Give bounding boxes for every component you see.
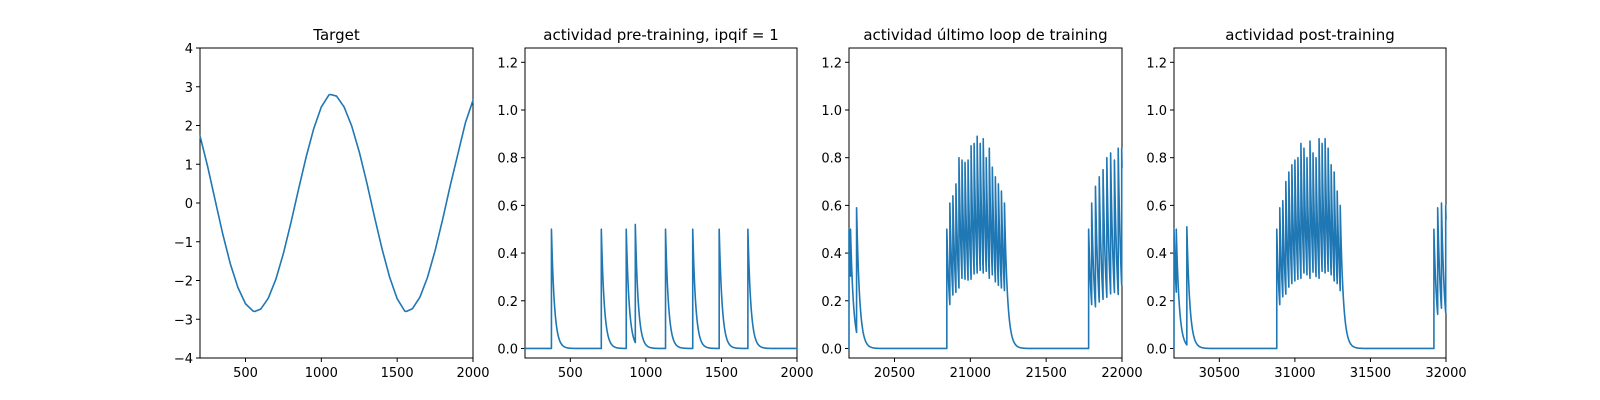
- series-line: [524, 223, 798, 350]
- y-tick-label: 1.2: [821, 56, 842, 71]
- y-tick-label: 0.2: [821, 295, 842, 310]
- x-tick-label: 21000: [950, 366, 991, 381]
- x-tick-label: 22000: [1101, 366, 1142, 381]
- y-tick-label: 0.0: [1146, 342, 1167, 357]
- x-tick-label: 1500: [381, 366, 414, 381]
- x-tick-label: 31000: [1274, 366, 1315, 381]
- x-tick-label: 2000: [456, 366, 489, 381]
- series-post-training: [1173, 137, 1447, 350]
- y-tick-label: 0.4: [1146, 247, 1167, 262]
- y-tick-label: 1.2: [1146, 56, 1167, 71]
- y-tick-label: 0.6: [821, 199, 842, 214]
- x-tick-label: 1000: [629, 366, 662, 381]
- y-tick-label: 0.4: [497, 247, 518, 262]
- y-tick-label: 3: [185, 81, 193, 96]
- y-tick-label: 1.0: [497, 104, 518, 119]
- y-tick-label: 0: [185, 197, 193, 212]
- subplot-pre-training: actividad pre-training, ipqif = 1 500 100…: [497, 26, 813, 381]
- chart-title-target: Target: [312, 26, 360, 44]
- y-tick-label: 1.2: [497, 56, 518, 71]
- axes-frame-pre-training: [524, 47, 798, 359]
- chart-title-post-training: actividad post-training: [1225, 26, 1394, 44]
- x-tick-label: 2000: [780, 366, 813, 381]
- ticks-last-training-loop: 20500 21000 21500 22000 0.0 0.2 0.4 0.6 0.8 1.0 1.…: [821, 56, 1142, 381]
- chart-title-pre-training: actividad pre-training, ipqif = 1: [543, 26, 779, 44]
- y-tick-label: 1.0: [1146, 104, 1167, 119]
- y-tick-label: 1: [185, 158, 193, 173]
- y-tick-label: 0.6: [497, 199, 518, 214]
- y-tick-label: 0.6: [1146, 199, 1167, 214]
- y-tick-label: 2: [185, 120, 193, 135]
- y-tick-label: −1: [174, 236, 193, 251]
- series-last-training-loop: [848, 135, 1123, 350]
- y-tick-label: 0.8: [1146, 152, 1167, 167]
- y-tick-label: −4: [174, 352, 193, 367]
- x-tick-label: 30500: [1199, 366, 1240, 381]
- ticks-pre-training: 500 1000 1500 2000 0.0 0.2 0.4 0.6 0.8 1.0 1.2: [497, 56, 813, 381]
- x-tick-label: 21500: [1025, 366, 1066, 381]
- series-line: [848, 135, 1123, 350]
- series-pre-training: [524, 223, 798, 350]
- x-tick-label: 500: [233, 366, 258, 381]
- y-tick-label: −3: [174, 313, 193, 328]
- series-line: [1173, 137, 1447, 350]
- subplot-post-training: actividad post-training 30500 31000 31500 3…: [1146, 26, 1466, 381]
- y-tick-label: 0.0: [821, 342, 842, 357]
- y-tick-label: 0.2: [1146, 295, 1167, 310]
- y-tick-label: 0.8: [497, 152, 518, 167]
- y-tick-label: 0.2: [497, 295, 518, 310]
- axes-frame-target: [199, 47, 474, 359]
- y-tick-label: 1.0: [821, 104, 842, 119]
- x-tick-label: 1000: [305, 366, 338, 381]
- y-tick-label: 4: [185, 42, 193, 57]
- x-tick-label: 20500: [874, 366, 915, 381]
- x-tick-label: 1500: [705, 366, 738, 381]
- y-tick-label: −2: [174, 275, 193, 290]
- subplot-target: Target 500 1000 1500 2000 −4 −3 −2 −1 0 1 2 3 4: [174, 26, 490, 381]
- y-tick-label: 0.8: [821, 152, 842, 167]
- x-tick-label: 32000: [1425, 366, 1466, 381]
- ticks-post-training: 30500 31000 31500 32000 0.0 0.2 0.4 0.6 0.8 1.0 1.…: [1146, 56, 1466, 381]
- y-tick-label: 0.4: [821, 247, 842, 262]
- series-target: [199, 93, 474, 313]
- series-line: [199, 93, 474, 313]
- axes-frame-post-training: [1173, 47, 1447, 359]
- ticks-target: 500 1000 1500 2000 −4 −3 −2 −1 0 1 2 3 4: [174, 42, 490, 381]
- subplot-last-training-loop: actividad último loop de training 20500 2…: [821, 26, 1142, 381]
- chart-title-last-training-loop: actividad último loop de training: [863, 26, 1107, 44]
- x-tick-label: 31500: [1350, 366, 1391, 381]
- x-tick-label: 500: [558, 366, 583, 381]
- y-tick-label: 0.0: [497, 342, 518, 357]
